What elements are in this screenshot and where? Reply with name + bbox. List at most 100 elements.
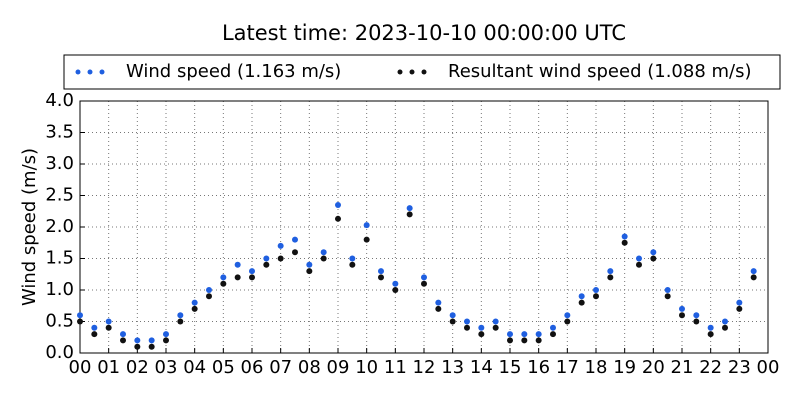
point bbox=[234, 274, 241, 281]
point bbox=[507, 331, 513, 338]
x-tick-label: 22 bbox=[699, 357, 722, 378]
legend-marker bbox=[421, 69, 427, 75]
legend-marker bbox=[99, 69, 105, 75]
point bbox=[177, 312, 184, 319]
point bbox=[535, 331, 542, 338]
point bbox=[736, 305, 743, 312]
legend-marker bbox=[75, 69, 81, 75]
point bbox=[679, 312, 685, 319]
point bbox=[464, 318, 470, 325]
point bbox=[320, 255, 327, 262]
point bbox=[191, 305, 198, 312]
point bbox=[621, 239, 628, 246]
y-tick-label: 4.0 bbox=[45, 90, 74, 111]
point bbox=[449, 318, 456, 325]
point bbox=[621, 233, 628, 240]
point bbox=[406, 205, 413, 212]
x-tick-label: 20 bbox=[642, 357, 665, 378]
point bbox=[378, 274, 384, 281]
x-tick-label: 10 bbox=[355, 357, 378, 378]
point bbox=[607, 268, 614, 275]
point bbox=[220, 280, 227, 287]
point bbox=[148, 343, 155, 350]
point bbox=[191, 299, 198, 306]
x-tick-label: 08 bbox=[298, 357, 321, 378]
point bbox=[593, 293, 599, 300]
point bbox=[277, 255, 284, 262]
point bbox=[750, 268, 757, 275]
point bbox=[148, 337, 155, 344]
x-tick-label: 16 bbox=[527, 357, 550, 378]
legend-label: Wind speed (1.163 m/s) bbox=[126, 61, 341, 82]
point bbox=[521, 331, 528, 338]
y-tick-label: 0.5 bbox=[45, 311, 74, 332]
point bbox=[320, 249, 327, 256]
x-tick-label: 17 bbox=[556, 357, 579, 378]
legend-marker bbox=[397, 69, 403, 75]
point bbox=[636, 261, 642, 268]
point bbox=[435, 299, 442, 306]
point bbox=[120, 337, 126, 344]
point bbox=[578, 299, 585, 306]
point bbox=[664, 287, 671, 293]
point bbox=[650, 255, 657, 262]
x-tick-label: 03 bbox=[155, 357, 178, 378]
x-tick-label: 12 bbox=[413, 357, 436, 378]
point bbox=[91, 331, 98, 338]
x-tick-label: 01 bbox=[97, 357, 120, 378]
point bbox=[550, 324, 556, 331]
x-tick-label: 04 bbox=[183, 357, 206, 378]
point bbox=[435, 305, 442, 312]
point bbox=[564, 312, 571, 319]
x-tick-label: 23 bbox=[728, 357, 751, 378]
point bbox=[349, 255, 356, 262]
point bbox=[593, 287, 599, 293]
point bbox=[120, 331, 126, 338]
chart-title: Latest time: 2023-10-10 00:00:00 UTC bbox=[222, 21, 626, 45]
point bbox=[636, 255, 642, 262]
point bbox=[406, 211, 413, 218]
point bbox=[363, 236, 370, 243]
point bbox=[249, 274, 255, 281]
point bbox=[349, 261, 356, 268]
point bbox=[163, 331, 169, 338]
y-tick-label: 3.0 bbox=[45, 153, 74, 174]
point bbox=[392, 280, 399, 287]
y-tick-label: 3.5 bbox=[45, 122, 74, 143]
point bbox=[306, 268, 313, 275]
point bbox=[736, 299, 743, 306]
point bbox=[263, 261, 270, 268]
point bbox=[550, 331, 556, 338]
point bbox=[335, 201, 341, 208]
point bbox=[693, 312, 700, 319]
point bbox=[650, 249, 657, 256]
x-tick-label: 21 bbox=[671, 357, 694, 378]
x-tick-label: 02 bbox=[126, 357, 149, 378]
point bbox=[206, 287, 212, 293]
y-tick-label: 1.0 bbox=[45, 279, 74, 300]
point bbox=[564, 318, 571, 325]
point bbox=[378, 268, 384, 275]
point bbox=[277, 242, 284, 249]
point bbox=[234, 261, 241, 268]
point bbox=[163, 337, 169, 344]
point bbox=[220, 274, 227, 281]
point bbox=[263, 255, 270, 262]
plot-frame bbox=[79, 100, 769, 354]
point bbox=[306, 261, 313, 268]
point bbox=[105, 318, 112, 325]
point bbox=[392, 287, 399, 293]
point bbox=[292, 236, 298, 243]
legend-marker bbox=[409, 69, 415, 75]
point bbox=[177, 318, 184, 325]
point bbox=[607, 274, 614, 281]
point bbox=[421, 280, 427, 287]
point bbox=[134, 337, 141, 344]
y-tick-label: 2.0 bbox=[45, 216, 74, 237]
legend-label: Resultant wind speed (1.088 m/s) bbox=[448, 61, 752, 82]
point bbox=[693, 318, 700, 325]
point bbox=[77, 312, 83, 319]
point bbox=[421, 274, 427, 281]
x-tick-label: 11 bbox=[384, 357, 407, 378]
